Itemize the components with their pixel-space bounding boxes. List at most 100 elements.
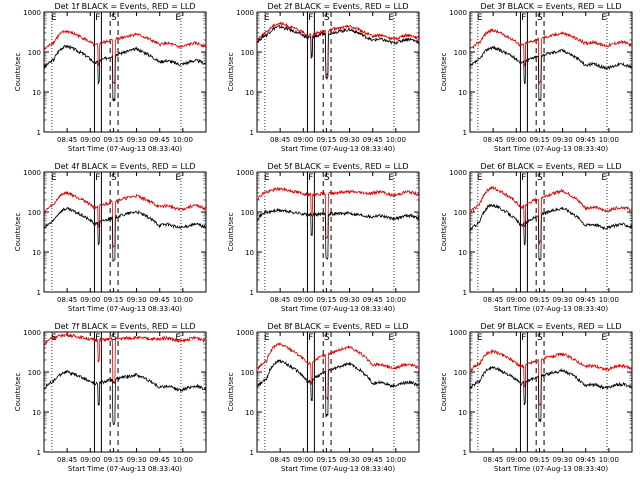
y-tick-label: 10 — [458, 409, 467, 417]
detector-chart: Det 8f BLACK = Events, RED = LLD 1 10 100 10… — [227, 322, 420, 473]
segment-marker-label: E — [477, 173, 483, 183]
x-tick-label: 08:45 — [270, 136, 290, 144]
x-tick-label: 09:30 — [126, 296, 146, 304]
x-tick-label: 08:45 — [483, 136, 503, 144]
plot-frame — [43, 331, 207, 453]
y-tick-label: 1 — [37, 129, 41, 137]
x-tick-label: 10:00 — [386, 296, 406, 304]
lld-series-line — [43, 190, 207, 248]
events-series-line — [469, 203, 633, 262]
segment-marker-label: E — [264, 333, 270, 343]
x-tick-label: 09:30 — [552, 136, 572, 144]
x-tick-label: 09:30 — [339, 136, 359, 144]
y-tick-label: 1000 — [236, 169, 254, 177]
lld-series-line — [256, 186, 420, 239]
x-tick-label: 09:45 — [150, 456, 170, 464]
x-tick-label: 08:45 — [57, 296, 77, 304]
segment-marker-label: E — [601, 173, 607, 183]
segment-marker-label: E — [601, 333, 607, 343]
x-tick-label: 09:45 — [576, 296, 596, 304]
x-tick-label: 09:30 — [126, 456, 146, 464]
segment-marker-label: S — [537, 333, 543, 343]
segment-marker-label: S — [324, 333, 330, 343]
segment-marker-label: S — [111, 333, 117, 343]
detector-chart: Det 4f BLACK = Events, RED = LLD 1 10 100 10… — [14, 162, 207, 313]
y-tick-label: 1 — [463, 129, 467, 137]
x-tick-label: 08:45 — [270, 296, 290, 304]
segment-marker-label: S — [324, 173, 330, 183]
detector-panel: Det 5f BLACK = Events, RED = LLD 1 10 100 10… — [213, 160, 426, 320]
chart-title: Det 8f BLACK = Events, RED = LLD — [267, 322, 408, 331]
y-axis-label: Counts/sec — [14, 373, 22, 412]
events-series-line — [469, 365, 633, 423]
y-tick-label: 100 — [454, 369, 467, 377]
detector-panel: Det 3f BLACK = Events, RED = LLD 1 10 100 10… — [426, 0, 639, 160]
x-tick-label: 09:15 — [316, 136, 336, 144]
lld-series-line — [469, 27, 633, 85]
segment-marker-label: F — [308, 333, 313, 343]
y-tick-label: 100 — [241, 49, 254, 57]
y-tick-label: 100 — [454, 209, 467, 217]
segment-marker-label: F — [308, 13, 313, 23]
detector-chart: Det 2f BLACK = Events, RED = LLD 1 10 100 10… — [227, 2, 420, 153]
segment-marker-label: E — [175, 173, 181, 183]
y-tick-label: 1 — [250, 129, 254, 137]
y-tick-label: 1 — [463, 289, 467, 297]
x-tick-label: 09:00 — [80, 296, 100, 304]
plot-frame — [43, 11, 207, 133]
events-series-line — [256, 207, 420, 260]
detector-chart: Det 7f BLACK = Events, RED = LLD 1 10 100 10… — [14, 322, 207, 473]
y-tick-label: 1000 — [236, 329, 254, 337]
x-tick-label: 10:00 — [173, 296, 193, 304]
segment-marker-label: E — [264, 173, 270, 183]
segment-marker-label: F — [95, 333, 100, 343]
events-series-line — [256, 24, 420, 81]
y-tick-label: 1000 — [23, 9, 41, 17]
x-tick-label: 09:00 — [293, 456, 313, 464]
detector-panel: Det 1f BLACK = Events, RED = LLD 1 10 100 10… — [0, 0, 213, 160]
x-tick-label: 10:00 — [173, 136, 193, 144]
y-tick-label: 1 — [37, 449, 41, 457]
segment-marker-label: F — [95, 13, 100, 23]
y-tick-label: 10 — [245, 89, 254, 97]
chart-title: Det 6f BLACK = Events, RED = LLD — [480, 162, 621, 171]
y-tick-label: 100 — [28, 209, 41, 217]
detector-panel: Det 4f BLACK = Events, RED = LLD 1 10 100 10… — [0, 160, 213, 320]
chart-title: Det 4f BLACK = Events, RED = LLD — [54, 162, 195, 171]
x-tick-label: 09:30 — [552, 456, 572, 464]
y-tick-label: 10 — [32, 249, 41, 257]
segment-marker-label: F — [521, 173, 526, 183]
x-axis-label: Start Time (07-Aug-13 08:33:40) — [494, 305, 608, 313]
y-tick-label: 1000 — [23, 329, 41, 337]
segment-marker-label: E — [601, 13, 607, 23]
segment-marker-label: E — [388, 333, 394, 343]
segment-marker-label: F — [308, 173, 313, 183]
x-tick-label: 09:15 — [316, 296, 336, 304]
x-tick-label: 09:45 — [150, 296, 170, 304]
x-tick-label: 09:15 — [529, 296, 549, 304]
x-axis-label: Start Time (07-Aug-13 08:33:40) — [68, 305, 182, 313]
events-series-line — [469, 45, 633, 102]
y-tick-label: 100 — [241, 369, 254, 377]
y-axis-label: Counts/sec — [227, 213, 235, 252]
chart-title: Det 7f BLACK = Events, RED = LLD — [54, 322, 195, 331]
x-tick-label: 09:00 — [506, 456, 526, 464]
x-tick-label: 09:00 — [293, 296, 313, 304]
y-tick-label: 1 — [250, 449, 254, 457]
x-tick-label: 09:15 — [529, 136, 549, 144]
y-axis-label: Counts/sec — [14, 53, 22, 92]
x-axis-label: Start Time (07-Aug-13 08:33:40) — [281, 465, 395, 473]
x-tick-label: 09:15 — [103, 456, 123, 464]
x-tick-label: 09:45 — [150, 136, 170, 144]
detector-panel: Det 7f BLACK = Events, RED = LLD 1 10 100 10… — [0, 320, 213, 480]
detector-chart: Det 1f BLACK = Events, RED = LLD 1 10 100 10… — [14, 2, 207, 153]
x-tick-label: 08:45 — [57, 136, 77, 144]
x-tick-label: 09:30 — [126, 136, 146, 144]
y-tick-label: 10 — [32, 409, 41, 417]
x-tick-label: 09:30 — [339, 456, 359, 464]
segment-marker-label: E — [175, 13, 181, 23]
y-tick-label: 1 — [250, 289, 254, 297]
events-series-line — [256, 359, 420, 418]
x-tick-label: 10:00 — [386, 456, 406, 464]
x-tick-label: 08:45 — [270, 456, 290, 464]
